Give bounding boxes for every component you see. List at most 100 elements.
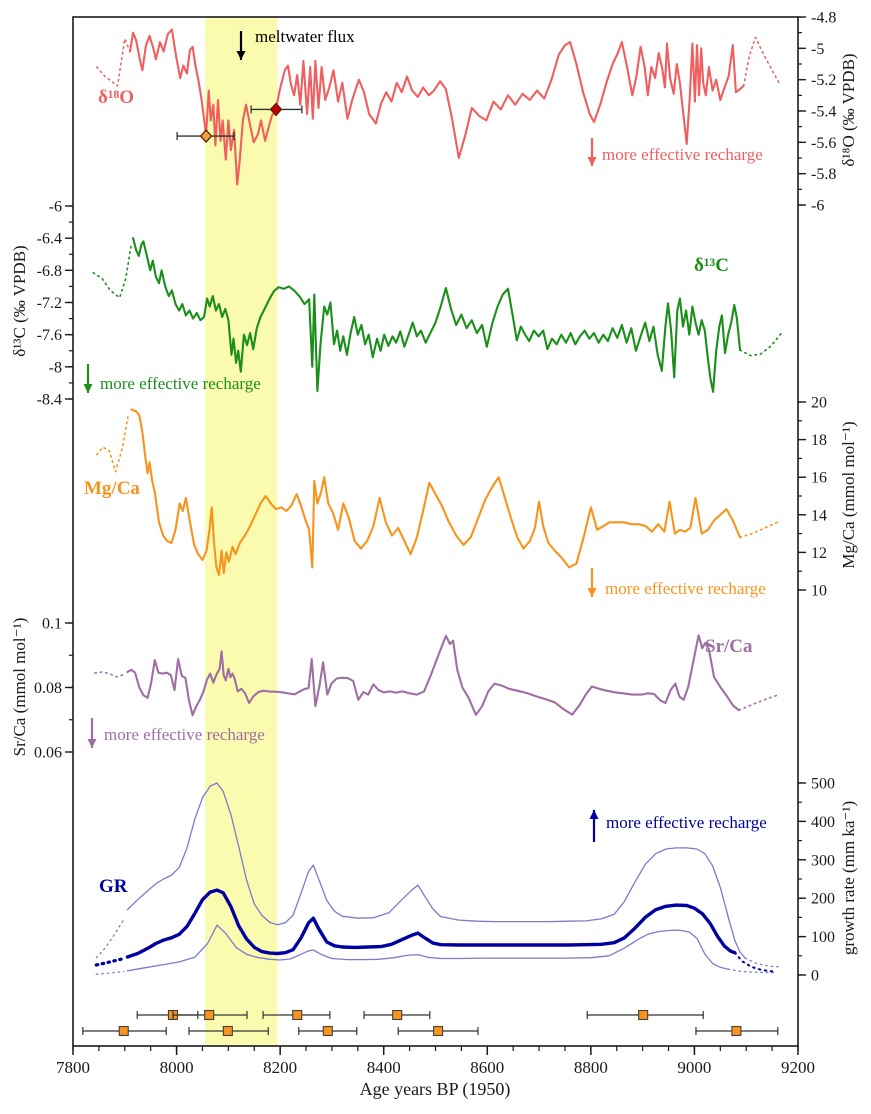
MgCa-tick-label: 10 [811, 583, 827, 600]
MgCa-dotted-segment [739, 521, 779, 539]
GR-tick-label: 300 [811, 852, 835, 869]
recharge-note-mgca: more effective recharge [605, 579, 766, 598]
gr-upper-bound [126, 782, 746, 959]
x-tick-label: 7800 [56, 1058, 90, 1077]
dated-sample-square [433, 1025, 444, 1037]
SrCa-tick-label: 0.06 [34, 745, 62, 762]
d18O-dotted-segment [96, 38, 131, 87]
x-tick-label: 8000 [160, 1058, 194, 1077]
MgCa-tick-label: 16 [811, 470, 827, 487]
recharge-note-d13C: more effective recharge [100, 374, 261, 393]
annotation-arrows [83, 31, 599, 842]
MgCa-axis-ticks: 20 18 16 14 12 10 [798, 395, 827, 600]
d18O-tick-label: -5.8 [811, 166, 836, 183]
d13C-tick-label: -6 [49, 199, 62, 216]
GR-tick-label: 400 [811, 814, 835, 831]
dated-sample-square [322, 1025, 333, 1037]
d18O-axis-title: δ¹⁸O (‰ VPDB) [839, 53, 858, 167]
d18O-dotted-segment [742, 36, 781, 87]
dated-sample-square [292, 1009, 303, 1021]
x-tick-label: 8400 [367, 1058, 401, 1077]
d13C-tick-label: -6.8 [37, 263, 62, 280]
MgCa-line [130, 408, 742, 577]
dated-sample-square [204, 1009, 215, 1021]
d18O-axis-ticks: -4.8 -5 -5.2 -5.4 -5.6 -5.8 -6 [798, 10, 836, 215]
d13C-axis-ticks: -6 -6.4 -6.8 -7.2 -7.6 -8 -8.4 [37, 199, 73, 409]
gr-lower-bound-dotted [95, 970, 125, 975]
recharge-note-growth-rate: more effective recharge [606, 813, 767, 832]
SrCa-curve [94, 634, 779, 717]
recharge-arrow-d13C-head [83, 384, 93, 393]
recharge-arrow-growth-rate-head [589, 810, 599, 819]
dated-diamond-marker [199, 129, 213, 143]
gr-main-dotted [94, 956, 126, 967]
MgCa-dotted-segment [96, 416, 129, 473]
SrCa-axis-ticks: 0.1 0.08 0.06 [34, 616, 73, 762]
d18O-tick-label: -5.2 [811, 72, 836, 89]
gr-upper-bound-dotted [95, 918, 125, 959]
d18O-curve [96, 28, 781, 186]
MgCa-tick-label: 12 [811, 545, 827, 562]
x-tick-label: 8600 [470, 1058, 504, 1077]
MgCa-tick-label: 14 [811, 507, 827, 524]
dated-sample-square [222, 1025, 233, 1037]
gr-upper-bound-dotted [744, 957, 783, 968]
GR-tick-label: 0 [811, 968, 819, 985]
d13C-axis-title: δ¹³C (‰ VPDB) [10, 245, 29, 357]
SrCa-tick-label: 0.08 [34, 680, 62, 697]
d18O-dated-points [176, 102, 303, 143]
highlight-band-rect [205, 17, 278, 1046]
date-marker-row-2 [82, 1025, 779, 1037]
SrCa-dotted-segment [738, 694, 779, 711]
d13C-tick-label: -7.2 [37, 295, 62, 312]
d18O-tick-label: -5.4 [811, 104, 836, 121]
recharge-note-d18O: more effective recharge [602, 145, 763, 164]
x-axis-title: Age years BP (1950) [359, 1079, 511, 1099]
recharge-note-srca: more effective recharge [104, 725, 265, 744]
d13C-tick-label: -8 [49, 359, 62, 376]
recharge-arrow-mgca-head [587, 588, 597, 597]
recharge-arrow-srca-head [87, 739, 97, 748]
d18O-tick-label: -4.8 [811, 10, 836, 27]
d13C-line [132, 237, 742, 393]
meltwater-flux-annotation: meltwater flux [255, 27, 355, 46]
d13C-dotted-segment [739, 332, 783, 357]
x-tick-label: 9200 [781, 1058, 815, 1077]
srca-series-label: Sr/Ca [705, 636, 753, 657]
GR-tick-label: 500 [811, 776, 835, 793]
gr-main-line [125, 888, 737, 959]
d13C-tick-label: -7.6 [37, 327, 62, 344]
recharge-arrow-d18O-head [587, 157, 597, 166]
dated-sample-square [392, 1009, 403, 1021]
d18O-line [128, 28, 745, 186]
gr-main-dotted [733, 951, 775, 973]
dated-diamond-marker [269, 102, 283, 117]
GR-curve [94, 782, 783, 975]
highlight-band-8_2ka [205, 17, 278, 1046]
growth-rate-series-label: GR [99, 876, 128, 897]
d13C-dotted-segment [92, 245, 132, 299]
SrCa-tick-label: 0.1 [42, 616, 62, 633]
dated-sample-square [731, 1025, 742, 1037]
GR-axis-ticks: 500 400 300 200 100 0 [798, 776, 835, 985]
d18O-tick-label: -5 [811, 41, 824, 58]
x-axis-ticks: 7800 8000 8200 8400 8600 8800 9000 9200 [56, 1046, 815, 1077]
mgca-axis-title: Mg/Ca (mmol mol⁻¹) [839, 421, 858, 569]
gr-lower-bound [126, 924, 729, 972]
SrCa-dotted-segment [94, 671, 125, 678]
d18O-series-label: δ¹⁸O [98, 87, 135, 108]
MgCa-curve [96, 408, 779, 577]
date-marker-row-1 [136, 1009, 704, 1021]
dated-sample-square [118, 1025, 129, 1037]
d13C-tick-label: -6.4 [37, 231, 62, 248]
SrCa-line [126, 634, 741, 717]
srca-axis-title: Sr/Ca (mmol mol⁻¹) [10, 617, 29, 757]
d13C-curve [92, 237, 783, 393]
gr-lower-bound-dotted [727, 968, 776, 974]
meltwater-flux-arrow-head [236, 51, 246, 60]
d18O-tick-label: -6 [811, 198, 824, 215]
x-tick-label: 8800 [574, 1058, 608, 1077]
GR-tick-label: 100 [811, 929, 835, 946]
